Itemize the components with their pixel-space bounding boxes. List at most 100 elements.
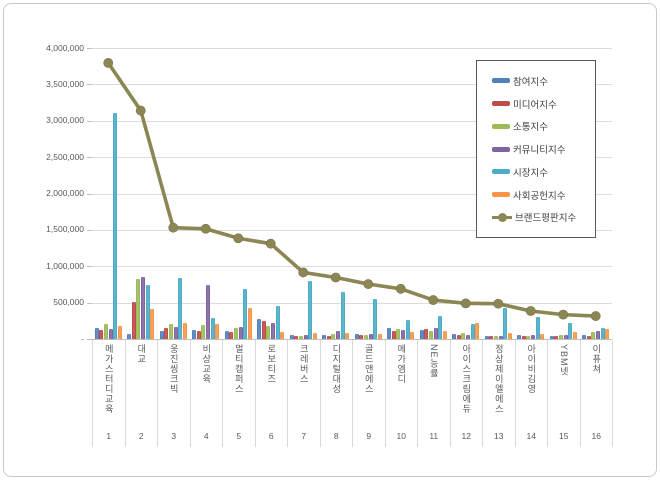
bar-1-cat-16: [582, 335, 587, 339]
y-tick-mark: [87, 84, 92, 86]
y-tick-label: 500,000: [53, 297, 84, 308]
x-category-cell: 이퓨쳐: [581, 340, 613, 425]
bar-2-cat-12: [456, 334, 461, 339]
bar-3-cat-9: [363, 335, 368, 339]
x-category-cell: NE능률: [418, 340, 451, 425]
y-tick-mark: [87, 229, 92, 231]
bar-1-cat-5: [224, 330, 229, 339]
x-category-label: 비상교육: [201, 344, 212, 384]
bar-3-cat-7: [298, 336, 303, 339]
x-number-cell: 5: [223, 425, 256, 447]
legend-swatch-icon: [492, 169, 510, 175]
x-axis-category-labels: 메가스터디교육 대교 웅진씽크빅 비상교육 멀티캠퍼스 로보티즈 크레버스 디지털대성 골드앤에…: [92, 340, 613, 425]
gridline: [92, 229, 612, 231]
bar-2-cat-3: [164, 328, 169, 339]
line-marker-cat-14: [525, 306, 536, 316]
line-marker-cat-11: [428, 295, 439, 305]
x-category-cell: 크레버스: [288, 340, 321, 425]
bar-5-cat-11: [438, 316, 443, 339]
bar-2-cat-11: [424, 328, 429, 339]
legend-item-4: 커뮤니티지수: [492, 142, 595, 156]
bar-3-cat-10: [396, 328, 401, 339]
bar-6-cat-4: [215, 323, 220, 339]
y-tick-label: 2,500,000: [46, 151, 84, 162]
y-tick-mark: [87, 157, 92, 159]
bar-5-cat-10: [405, 320, 410, 339]
bar-5-cat-6: [275, 306, 280, 339]
gridline: [92, 48, 612, 49]
x-category-cell: 메가엠디: [386, 340, 418, 425]
bar-6-cat-9: [377, 334, 382, 339]
x-category-label: 대교: [136, 344, 147, 364]
bar-5-cat-2: [145, 284, 150, 339]
x-category-number: 15: [559, 431, 569, 441]
bar-4-cat-12: [466, 334, 471, 339]
gridline: [92, 157, 612, 159]
bar-3-cat-8: [331, 333, 336, 339]
x-number-cell: 13: [483, 425, 516, 447]
chart-frame: 메가스터디교육 대교 웅진씽크빅 비상교육 멀티캠퍼스 로보티즈 크레버스 디지털대성 골드앤에…: [3, 3, 657, 477]
x-axis-line: [92, 339, 612, 340]
x-category-number: 3: [171, 431, 177, 441]
y-tick-mark: [87, 302, 92, 304]
bar-4-cat-10: [401, 329, 406, 339]
bar-5-cat-7: [308, 280, 313, 339]
x-category-number: 7: [301, 431, 307, 441]
bar-5-cat-3: [178, 277, 183, 339]
bar-4-cat-11: [433, 328, 438, 339]
bar-4-cat-14: [531, 335, 536, 339]
bar-2-cat-1: [99, 329, 104, 339]
bar-6-cat-12: [475, 322, 480, 339]
x-number-cell: 12: [451, 425, 483, 447]
x-category-number: 13: [494, 431, 504, 441]
legend-swatch-icon: [492, 78, 510, 84]
x-number-cell: 2: [126, 425, 158, 447]
brand-reputation-line: [103, 58, 601, 321]
bar-1-cat-12: [452, 333, 457, 339]
bar-2-cat-16: [586, 335, 591, 339]
x-category-label: 메가엠디: [396, 344, 407, 384]
bar-2-cat-10: [391, 330, 396, 339]
bar-2-cat-13: [489, 335, 494, 339]
bar-1-cat-1: [94, 328, 99, 339]
bar-6-cat-11: [442, 330, 447, 339]
y-tick-label: 4,000,000: [46, 42, 84, 53]
bar-5-cat-15: [568, 323, 573, 339]
bar-2-cat-15: [554, 336, 559, 339]
bar-3-cat-6: [266, 325, 271, 339]
bar-4-cat-15: [563, 334, 568, 339]
line-marker-cat-8: [330, 272, 341, 283]
bar-6-cat-14: [540, 333, 545, 339]
bar-6-cat-1: [117, 325, 122, 339]
bar-4-cat-16: [596, 330, 601, 339]
x-category-label: 로보티즈: [266, 344, 277, 384]
bar-6-cat-5: [247, 308, 252, 339]
line-marker-cat-9: [363, 279, 374, 289]
line-marker-cat-2: [135, 105, 146, 116]
bar-4-cat-13: [498, 335, 503, 339]
line-marker-cat-7: [298, 267, 309, 278]
bar-1-cat-15: [549, 336, 554, 339]
line-marker-cat-6: [265, 238, 276, 249]
legend-label: 소통지수: [513, 122, 548, 134]
bar-6-cat-16: [605, 328, 610, 339]
bar-5-cat-1: [113, 113, 118, 339]
gridline: [92, 193, 612, 195]
x-category-label: 크레버스: [298, 344, 309, 384]
line-marker-cat-12: [460, 298, 471, 309]
x-category-label: 멀티캠퍼스: [233, 344, 244, 394]
legend-item-5: 시장지수: [492, 165, 595, 179]
x-category-cell: 메가스터디교육: [93, 340, 126, 425]
bar-3-cat-16: [591, 332, 596, 339]
x-category-number: 14: [526, 431, 536, 441]
bar-1-cat-3: [159, 331, 164, 339]
x-category-cell: 디지털대성: [321, 340, 353, 425]
bar-6-cat-6: [280, 332, 285, 339]
bar-1-cat-7: [289, 335, 294, 339]
bar-5-cat-13: [503, 308, 508, 339]
line-marker-cat-1: [103, 58, 114, 68]
bar-2-cat-2: [131, 301, 136, 339]
line-marker-cat-16: [590, 311, 601, 321]
bar-1-cat-4: [192, 329, 197, 339]
y-tick-mark: [87, 193, 92, 195]
